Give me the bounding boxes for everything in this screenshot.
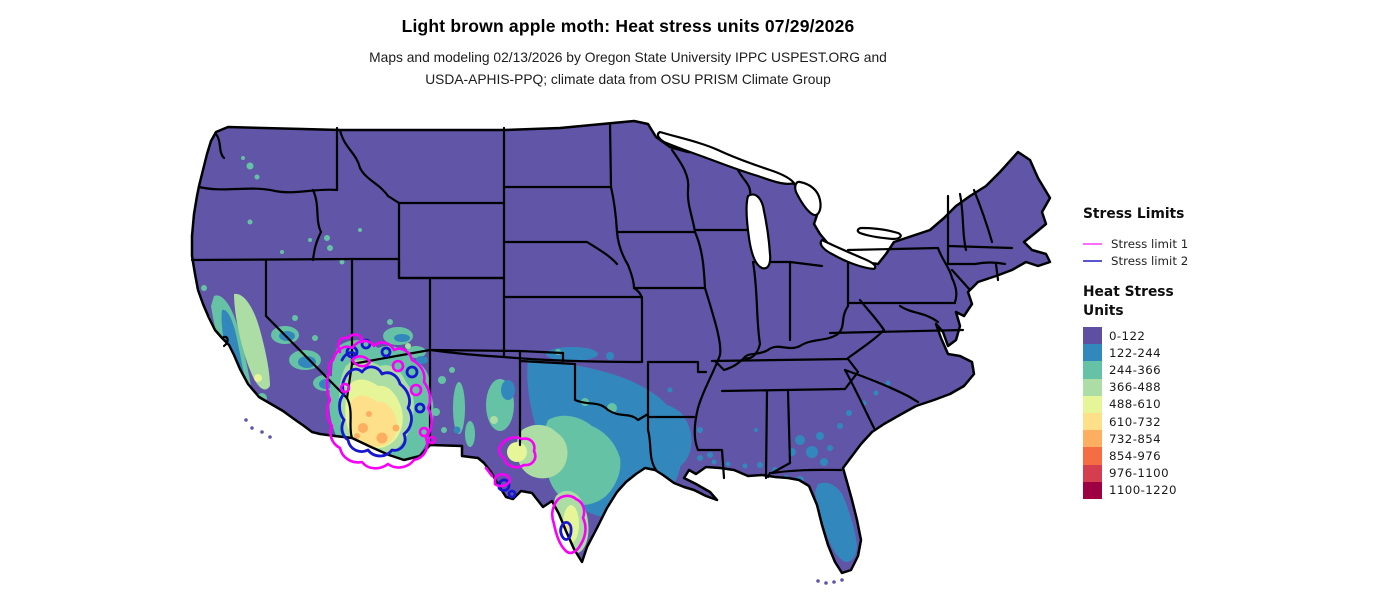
heat-class-swatch bbox=[1083, 327, 1102, 345]
stress-limit-label: Stress limit 1 bbox=[1111, 236, 1189, 251]
heat-class-label: 610-732 bbox=[1109, 414, 1162, 429]
heat-class-legend-item: 244-366 bbox=[1083, 361, 1283, 379]
heat-class-label: 366-488 bbox=[1109, 380, 1162, 395]
lake-huron bbox=[794, 180, 822, 217]
lake-ontario bbox=[856, 226, 902, 241]
heat-class-label: 854-976 bbox=[1109, 448, 1162, 463]
heat-class-legend-item: 610-732 bbox=[1083, 412, 1283, 431]
state-borders bbox=[190, 122, 1014, 480]
stress-limit-line-sample bbox=[1083, 242, 1102, 245]
heat-class-legend-item: 366-488 bbox=[1083, 378, 1283, 396]
heat-class-swatch bbox=[1083, 481, 1102, 499]
heat-class-label: 488-610 bbox=[1109, 397, 1162, 412]
lake-michigan bbox=[745, 193, 772, 270]
heat-class-swatch bbox=[1083, 464, 1102, 482]
stress-limit-1-contours bbox=[325, 333, 587, 555]
heat-class-legend-item: 122-244 bbox=[1083, 344, 1283, 362]
subtitle-line-2: USDA-APHIS-PPQ; climate data from OSU PR… bbox=[425, 72, 831, 87]
page-title: Light brown apple moth: Heat stress unit… bbox=[401, 16, 855, 36]
heat-class-swatch bbox=[1083, 395, 1102, 413]
heat-class-fills bbox=[192, 121, 1050, 573]
heat-class-legend-item: 732-854 bbox=[1083, 430, 1283, 448]
heat-stress-rows: 0-122 122-244 244-366 366-488 488-610 61… bbox=[1083, 327, 1283, 499]
stress-limit-legend-item: Stress limit 1 bbox=[1083, 235, 1283, 252]
stress-limits-legend: Stress Limits Stress limit 1 Stress limi… bbox=[1083, 206, 1283, 269]
heat-class-label: 0-122 bbox=[1109, 328, 1146, 343]
heat-class-label: 732-854 bbox=[1109, 431, 1162, 446]
stress-limit-label: Stress limit 2 bbox=[1111, 253, 1189, 268]
heat-class-legend-item: 1100-1220 bbox=[1083, 481, 1283, 499]
stress-limit-legend-item: Stress limit 2 bbox=[1083, 252, 1283, 269]
heat-class-swatch bbox=[1083, 447, 1102, 465]
heat-class-label: 244-366 bbox=[1109, 362, 1162, 377]
stress-limits-legend-title: Stress Limits bbox=[1083, 206, 1185, 222]
lake-erie bbox=[819, 238, 877, 271]
heat-class-legend-item: 0-122 bbox=[1083, 327, 1283, 345]
subtitle-line-1: Maps and modeling 02/13/2026 by Oregon S… bbox=[369, 50, 887, 65]
heat-class-legend-item: 854-976 bbox=[1083, 447, 1283, 465]
heat-class-label: 1100-1220 bbox=[1109, 483, 1177, 498]
us-outline bbox=[190, 119, 1052, 575]
heat-class-swatch bbox=[1083, 430, 1102, 448]
heat-stress-units-legend: Heat Stress Units 0-122 122-244 244-366 … bbox=[1083, 283, 1283, 499]
great-lakes bbox=[656, 130, 902, 271]
heat-class-legend-item: 488-610 bbox=[1083, 395, 1283, 413]
heat-class-swatch bbox=[1083, 344, 1102, 362]
heat-class-legend-item: 976-1100 bbox=[1083, 464, 1283, 482]
heat-class-swatch bbox=[1083, 412, 1102, 431]
stress-limits-rows: Stress limit 1 Stress limit 2 bbox=[1083, 235, 1283, 269]
map-header: Light brown apple moth: Heat stress unit… bbox=[0, 16, 1256, 91]
coast-details bbox=[214, 132, 844, 585]
heat-class-label: 976-1100 bbox=[1109, 466, 1169, 481]
stress-limit-2-contours bbox=[338, 338, 573, 541]
heat-stress-legend-title-line1: Heat Stress bbox=[1083, 284, 1174, 300]
stress-limit-line-sample bbox=[1083, 259, 1102, 262]
lake-superior bbox=[656, 130, 796, 185]
heat-class-label: 122-244 bbox=[1109, 345, 1162, 360]
heat-class-swatch bbox=[1083, 361, 1102, 379]
heat-class-swatch bbox=[1083, 378, 1102, 396]
heat-stress-legend-title-line2: Units bbox=[1083, 302, 1124, 319]
